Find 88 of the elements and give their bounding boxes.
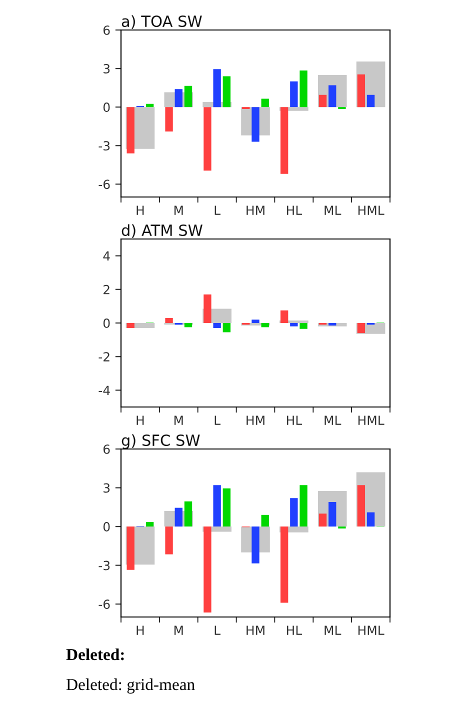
bar xyxy=(222,323,231,332)
bar xyxy=(290,81,298,108)
bar xyxy=(184,501,192,527)
x-tick-label: HL xyxy=(286,626,302,635)
y-tick-label: 0 xyxy=(103,522,110,532)
bar xyxy=(174,89,182,108)
bar xyxy=(146,104,154,108)
y-tick-label: -6 xyxy=(98,600,110,610)
bar xyxy=(222,76,231,108)
bar xyxy=(357,485,366,527)
text: Deleted: xyxy=(66,648,124,660)
bar xyxy=(213,323,221,328)
bar xyxy=(126,526,134,570)
bar xyxy=(261,323,269,328)
x-tick-label: HML xyxy=(358,626,384,635)
bar xyxy=(213,69,221,108)
bar xyxy=(280,107,288,174)
bar xyxy=(300,485,308,527)
y-tick-label: 6 xyxy=(104,444,110,454)
y-tick-label: 0 xyxy=(103,318,110,328)
bar xyxy=(184,323,192,328)
bar xyxy=(146,522,154,527)
bar xyxy=(174,508,182,527)
x-tick-label: ML xyxy=(324,206,342,215)
y-tick-label: 2 xyxy=(104,284,110,294)
text: Deleted: grid-mean xyxy=(66,678,195,694)
x-tick-label: L xyxy=(214,416,220,425)
bar xyxy=(252,526,260,564)
bar xyxy=(222,488,231,527)
bar xyxy=(366,94,375,108)
x-tick-label: H xyxy=(136,206,144,215)
x-tick-label: HML xyxy=(358,206,384,215)
y-tick-label: 6 xyxy=(104,25,110,35)
x-tick-label: M xyxy=(174,416,183,425)
x-tick-label: H xyxy=(136,416,144,425)
y-tick-label: -2 xyxy=(98,352,110,362)
bar xyxy=(290,323,298,326)
chart-title: g) SFC SW xyxy=(122,434,200,449)
bar xyxy=(213,485,221,527)
chart-title: d) ATM SW xyxy=(122,224,202,238)
x-tick-label: HML xyxy=(358,416,384,425)
bar xyxy=(261,98,269,108)
bar xyxy=(300,70,308,108)
bar xyxy=(204,294,212,323)
x-tick-label: HM xyxy=(246,626,264,635)
y-tick-label: -6 xyxy=(98,180,110,190)
bar xyxy=(280,526,288,603)
bar xyxy=(328,85,336,108)
x-tick-label: ML xyxy=(324,626,342,635)
bar xyxy=(261,514,269,527)
bar xyxy=(318,94,327,108)
y-tick-label: -3 xyxy=(98,560,110,570)
x-tick-label: HM xyxy=(246,416,264,425)
chart-title: a) TOA SW xyxy=(122,15,202,29)
y-tick-label: 0 xyxy=(103,102,110,112)
x-tick-label: H xyxy=(136,626,144,635)
bar xyxy=(318,514,327,527)
x-tick-label: HL xyxy=(286,206,302,215)
bar xyxy=(204,107,212,171)
bar xyxy=(204,526,212,612)
bar xyxy=(328,502,336,527)
bar xyxy=(165,318,173,323)
y-tick-label: -4 xyxy=(98,386,110,395)
x-tick-label: M xyxy=(174,626,183,635)
bar xyxy=(165,526,173,554)
bar xyxy=(165,107,173,132)
y-tick-label: 4 xyxy=(103,251,110,261)
bar xyxy=(184,86,192,108)
bar xyxy=(328,323,336,326)
bar xyxy=(290,498,298,527)
bar xyxy=(366,512,375,527)
x-tick-label: ML xyxy=(324,416,342,425)
bar xyxy=(357,323,366,334)
x-tick-label: HL xyxy=(286,416,302,425)
bar xyxy=(300,323,308,329)
x-tick-label: L xyxy=(214,206,220,215)
bar xyxy=(126,107,134,154)
bar xyxy=(252,107,260,142)
bar xyxy=(357,74,366,108)
bar xyxy=(280,310,288,323)
y-tick-label: 3 xyxy=(104,64,110,74)
bar xyxy=(252,320,260,323)
y-tick-label: -3 xyxy=(98,141,110,151)
bar xyxy=(126,323,134,328)
x-tick-label: M xyxy=(174,206,183,215)
x-tick-label: L xyxy=(214,626,220,635)
y-tick-label: 3 xyxy=(104,483,110,493)
x-tick-label: HM xyxy=(246,206,264,215)
